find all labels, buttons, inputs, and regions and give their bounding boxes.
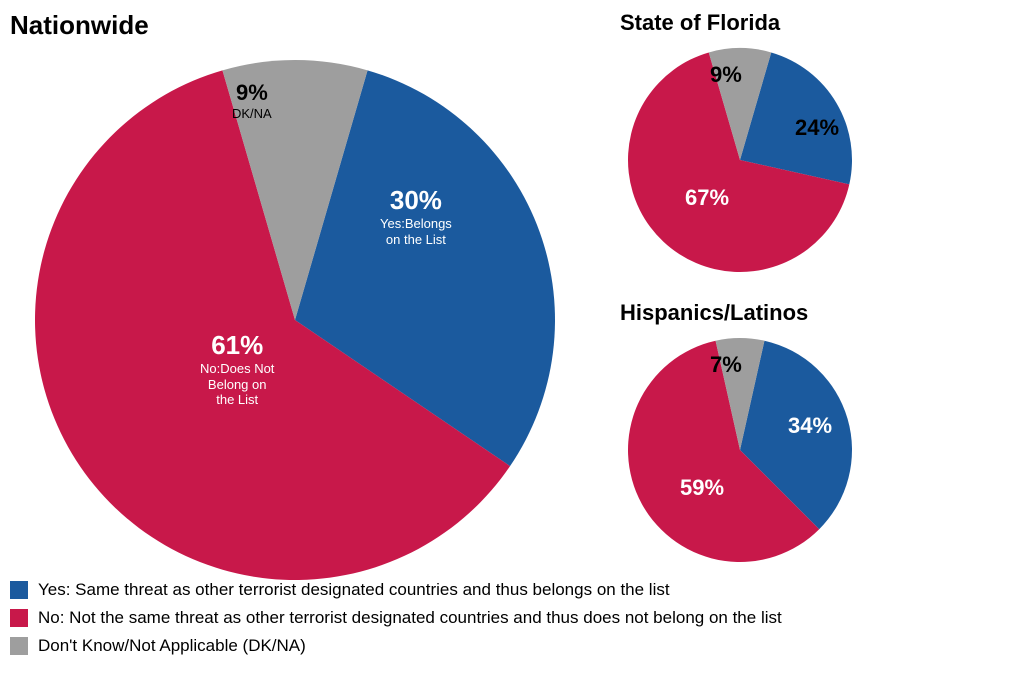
pie-slice-percent: 24% [795,115,839,141]
pie-slice-label: 34% [788,413,832,439]
pie-slice-percent: 7% [710,352,742,378]
pie-slice-percent: 34% [788,413,832,439]
pie-slice-label: 7% [710,352,742,378]
legend-item-dkna: Don't Know/Not Applicable (DK/NA) [10,636,782,656]
pie-slice-percent: 67% [685,185,729,211]
legend-text-no: No: Not the same threat as other terrori… [38,608,782,628]
pie-slice-label: 61%No:Does NotBelong onthe List [200,330,274,408]
legend-text-yes: Yes: Same threat as other terrorist desi… [38,580,670,600]
pie-slice-desc: Yes:Belongson the List [380,216,452,247]
pie-canvas [0,0,1012,600]
legend-text-dkna: Don't Know/Not Applicable (DK/NA) [38,636,306,656]
pie-slice-label: 9% [710,62,742,88]
legend: Yes: Same threat as other terrorist desi… [10,580,782,664]
pie-slice-percent: 9% [232,80,272,106]
pie-slice-desc: DK/NA [232,106,272,122]
pie-slice-label: 67% [685,185,729,211]
pie-slice-label: 30%Yes:Belongson the List [380,185,452,247]
legend-item-no: No: Not the same threat as other terrori… [10,608,782,628]
legend-swatch-gray [10,637,28,655]
pie-slice-label: 9%DK/NA [232,80,272,122]
pie-slice-label: 24% [795,115,839,141]
pie-slice-label: 59% [680,475,724,501]
legend-swatch-red [10,609,28,627]
pie-slice-percent: 59% [680,475,724,501]
pie-slice-desc: No:Does NotBelong onthe List [200,361,274,408]
pie-slice-percent: 30% [380,185,452,216]
legend-swatch-blue [10,581,28,599]
pie-slice-percent: 61% [200,330,274,361]
pie-slice-percent: 9% [710,62,742,88]
legend-item-yes: Yes: Same threat as other terrorist desi… [10,580,782,600]
